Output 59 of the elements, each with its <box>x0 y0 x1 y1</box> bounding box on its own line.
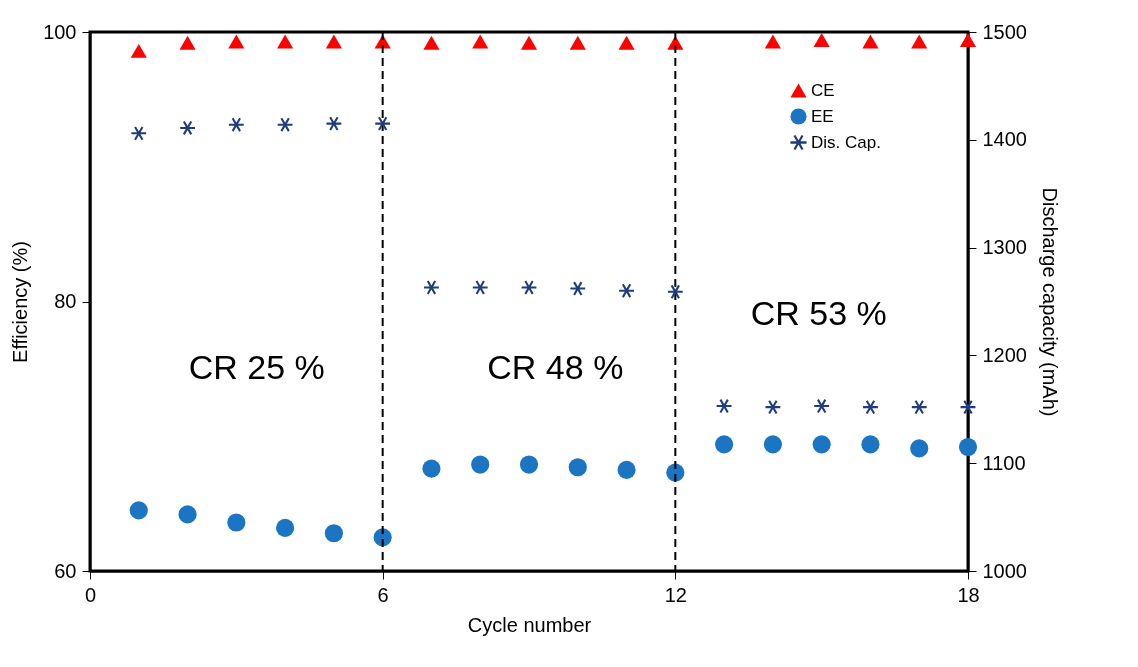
x-axis-title: Cycle number <box>467 613 592 636</box>
y2-tick-label: 1400 <box>982 128 1027 151</box>
point <box>568 458 587 477</box>
point <box>472 34 489 49</box>
y-axis-title: Efficiency (%) <box>9 241 32 363</box>
point <box>130 43 147 58</box>
point <box>570 281 586 296</box>
point <box>763 435 782 454</box>
point <box>958 437 978 457</box>
point <box>521 280 537 295</box>
annotation: CR 53 % <box>750 293 887 332</box>
point <box>520 35 538 50</box>
point <box>910 439 929 458</box>
point <box>813 33 830 48</box>
point <box>911 34 928 49</box>
x-tick-label: 0 <box>84 583 97 606</box>
x-tick-label: 12 <box>664 583 687 606</box>
point <box>129 501 148 520</box>
x-tick-label: 18 <box>957 583 980 606</box>
y-tick-label: 80 <box>54 290 77 312</box>
point <box>716 399 732 414</box>
point <box>715 435 734 454</box>
point <box>178 505 197 524</box>
point <box>277 34 294 49</box>
point <box>471 455 490 474</box>
y2-tick-label: 1200 <box>982 343 1027 366</box>
point <box>862 34 879 49</box>
y-tick-label: 60 <box>54 559 77 582</box>
point <box>764 34 781 49</box>
point <box>423 35 440 50</box>
annotation: CR 48 % <box>487 347 624 386</box>
point <box>617 460 636 479</box>
point <box>812 435 831 454</box>
point <box>959 33 977 48</box>
y2-axis-title: Discharge capacity (mAh) <box>1038 187 1061 417</box>
point <box>519 455 539 474</box>
point <box>472 280 488 295</box>
y2-tick-label: 1100 <box>982 451 1026 474</box>
y2-tick-label: 1000 <box>982 559 1027 582</box>
point <box>324 524 343 543</box>
point <box>227 513 246 532</box>
legend-label: CE <box>811 80 835 100</box>
point <box>861 435 880 454</box>
point <box>179 35 196 50</box>
annotation: CR 25 % <box>188 347 325 386</box>
point <box>424 280 439 295</box>
legend-label: Dis. Cap. <box>811 132 881 152</box>
x-tick-label: 6 <box>377 583 389 606</box>
point <box>618 35 635 50</box>
y2-tick-label: 1500 <box>982 20 1027 43</box>
y-tick-label: 100 <box>43 20 77 43</box>
legend-label: EE <box>811 106 834 126</box>
point <box>325 34 342 49</box>
point <box>422 459 441 478</box>
y2-tick-label: 1300 <box>982 236 1027 259</box>
point <box>228 34 245 49</box>
point <box>276 518 295 537</box>
point <box>569 35 586 50</box>
point <box>375 116 391 131</box>
